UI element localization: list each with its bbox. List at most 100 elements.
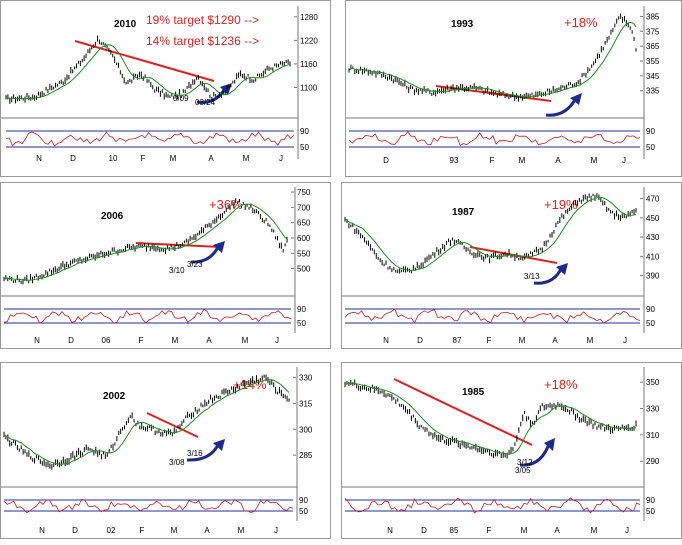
moving-average-line [3, 203, 288, 281]
chart-panel-1985: 1985 +18% 3/12 3/05 350 330 310 290 N D 85 F M A M… [341, 362, 682, 539]
y-tick-label: 500 [297, 265, 311, 274]
x-tick-label: M [519, 156, 526, 165]
x-tick-label: M [587, 336, 594, 345]
rsi-line [344, 497, 641, 514]
rsi-tick-label: 90 [646, 496, 655, 505]
x-tick-label: M [171, 526, 178, 535]
date-label: 3/12 [517, 458, 533, 467]
x-tick-label: D [68, 336, 74, 345]
x-tick-label: J [274, 526, 278, 535]
chart-svg-2010: 2010 19% target $1290 --> 14% target $12… [1, 6, 318, 163]
x-tick-label: F [490, 156, 495, 165]
x-tick-label: J [623, 336, 627, 345]
rsi-line [348, 130, 641, 146]
breakout-arrowhead [213, 439, 225, 451]
chart-title: 2002 [103, 391, 126, 402]
x-tick-label: J [275, 336, 279, 345]
x-tick-label: D [421, 526, 427, 535]
breakout-arrowhead [213, 241, 225, 253]
x-tick-label: J [279, 154, 283, 163]
x-tick-label: A [555, 156, 561, 165]
x-tick-label: N [387, 526, 393, 535]
rsi-tick-label: 90 [300, 127, 309, 136]
y-tick-label: 345 [646, 72, 660, 81]
chart-panel-1987: 1987 +19% 3/13 470 450 430 410 390 N D 87 F M A M J 9… [341, 182, 682, 349]
rsi-line [344, 308, 641, 324]
target-annotation-2: 14% target $1236 --> [146, 34, 259, 48]
x-tick-label: N [34, 336, 40, 345]
y-tick-label: 410 [646, 252, 660, 261]
rsi-tick-label: 50 [646, 319, 655, 328]
y-tick-label: 550 [297, 249, 311, 258]
x-tick-label: M [519, 336, 526, 345]
chart-panel-2010: 2010 19% target $1290 --> 14% target $12… [0, 0, 331, 177]
x-tick-label: A [204, 526, 210, 535]
breakout-arrowhead [570, 93, 582, 105]
x-tick-label: F [139, 336, 144, 345]
rsi-tick-label: 90 [299, 496, 308, 505]
gain-annotation: +19% [544, 197, 578, 212]
x-tick-label: M [170, 154, 177, 163]
y-tick-label: 330 [299, 374, 313, 383]
x-tick-label: F [487, 336, 492, 345]
x-tick-label: M [242, 336, 249, 345]
rsi-tick-label: 90 [646, 127, 655, 136]
trend-line [146, 412, 199, 438]
x-tick-label: N [383, 336, 389, 345]
moving-average-line [344, 196, 637, 271]
y-tick-label: 1100 [300, 83, 318, 92]
y-tick-label: 1280 [300, 13, 318, 22]
gain-annotation: +36% [209, 197, 243, 212]
x-tick-label: N [36, 154, 42, 163]
rsi-tick-label: 90 [297, 305, 306, 314]
y-tick-label: 290 [646, 457, 660, 466]
trend-line [74, 40, 215, 82]
y-tick-label: 385 [646, 12, 660, 21]
date-label: 3/13 [524, 272, 540, 281]
y-tick-label: 1220 [300, 36, 318, 45]
x-tick-label: D [72, 526, 78, 535]
moving-average-line [348, 21, 637, 98]
x-tick-label: F [487, 526, 492, 535]
x-tick-label: M [591, 156, 598, 165]
x-tick-label: 85 [450, 526, 459, 535]
trend-line [393, 378, 533, 446]
rsi-tick-label: 50 [299, 507, 308, 516]
x-tick-label: D [417, 336, 423, 345]
y-tick-label: 450 [646, 214, 660, 223]
chart-panel-2006: 2006 +36% 3/10 3/23 750 700 650 600 550 500 N D… [0, 182, 331, 349]
rsi-tick-label: 50 [646, 507, 655, 516]
x-tick-label: 06 [102, 336, 111, 345]
y-tick-label: 335 [646, 87, 660, 96]
rsi-line [5, 131, 295, 147]
y-tick-label: 375 [646, 27, 660, 36]
x-tick-label: A [206, 336, 212, 345]
chart-title: 1987 [452, 207, 475, 218]
moving-average-line [3, 378, 290, 465]
x-tick-label: F [141, 154, 146, 163]
y-tick-label: 470 [646, 195, 660, 204]
y-tick-label: 285 [299, 451, 313, 460]
chart-title: 1993 [451, 19, 474, 30]
y-tick-label: 390 [646, 272, 660, 281]
x-tick-label: M [521, 526, 528, 535]
y-tick-label: 300 [299, 425, 313, 434]
trend-line [135, 242, 222, 248]
x-tick-label: F [140, 526, 145, 535]
y-tick-label: 600 [297, 234, 311, 243]
x-tick-label: 02 [107, 526, 116, 535]
x-tick-label: M [243, 154, 250, 163]
x-tick-label: A [552, 336, 558, 345]
x-tick-label: A [554, 526, 560, 535]
date-label: 3/10 [169, 266, 185, 275]
chart-svg-1993: 1993 +18% 385 375 365 355 345 335 D 93 F M A M J 90 50 [346, 6, 660, 165]
rsi-line [3, 308, 292, 324]
x-tick-label: D [383, 156, 389, 165]
x-tick-label: N [39, 526, 45, 535]
y-tick-label: 310 [646, 431, 660, 440]
rsi-tick-label: 90 [646, 305, 655, 314]
chart-title: 2006 [101, 211, 124, 222]
x-tick-label: D [70, 154, 76, 163]
y-tick-label: 1160 [300, 60, 318, 69]
x-tick-label: 87 [453, 336, 462, 345]
